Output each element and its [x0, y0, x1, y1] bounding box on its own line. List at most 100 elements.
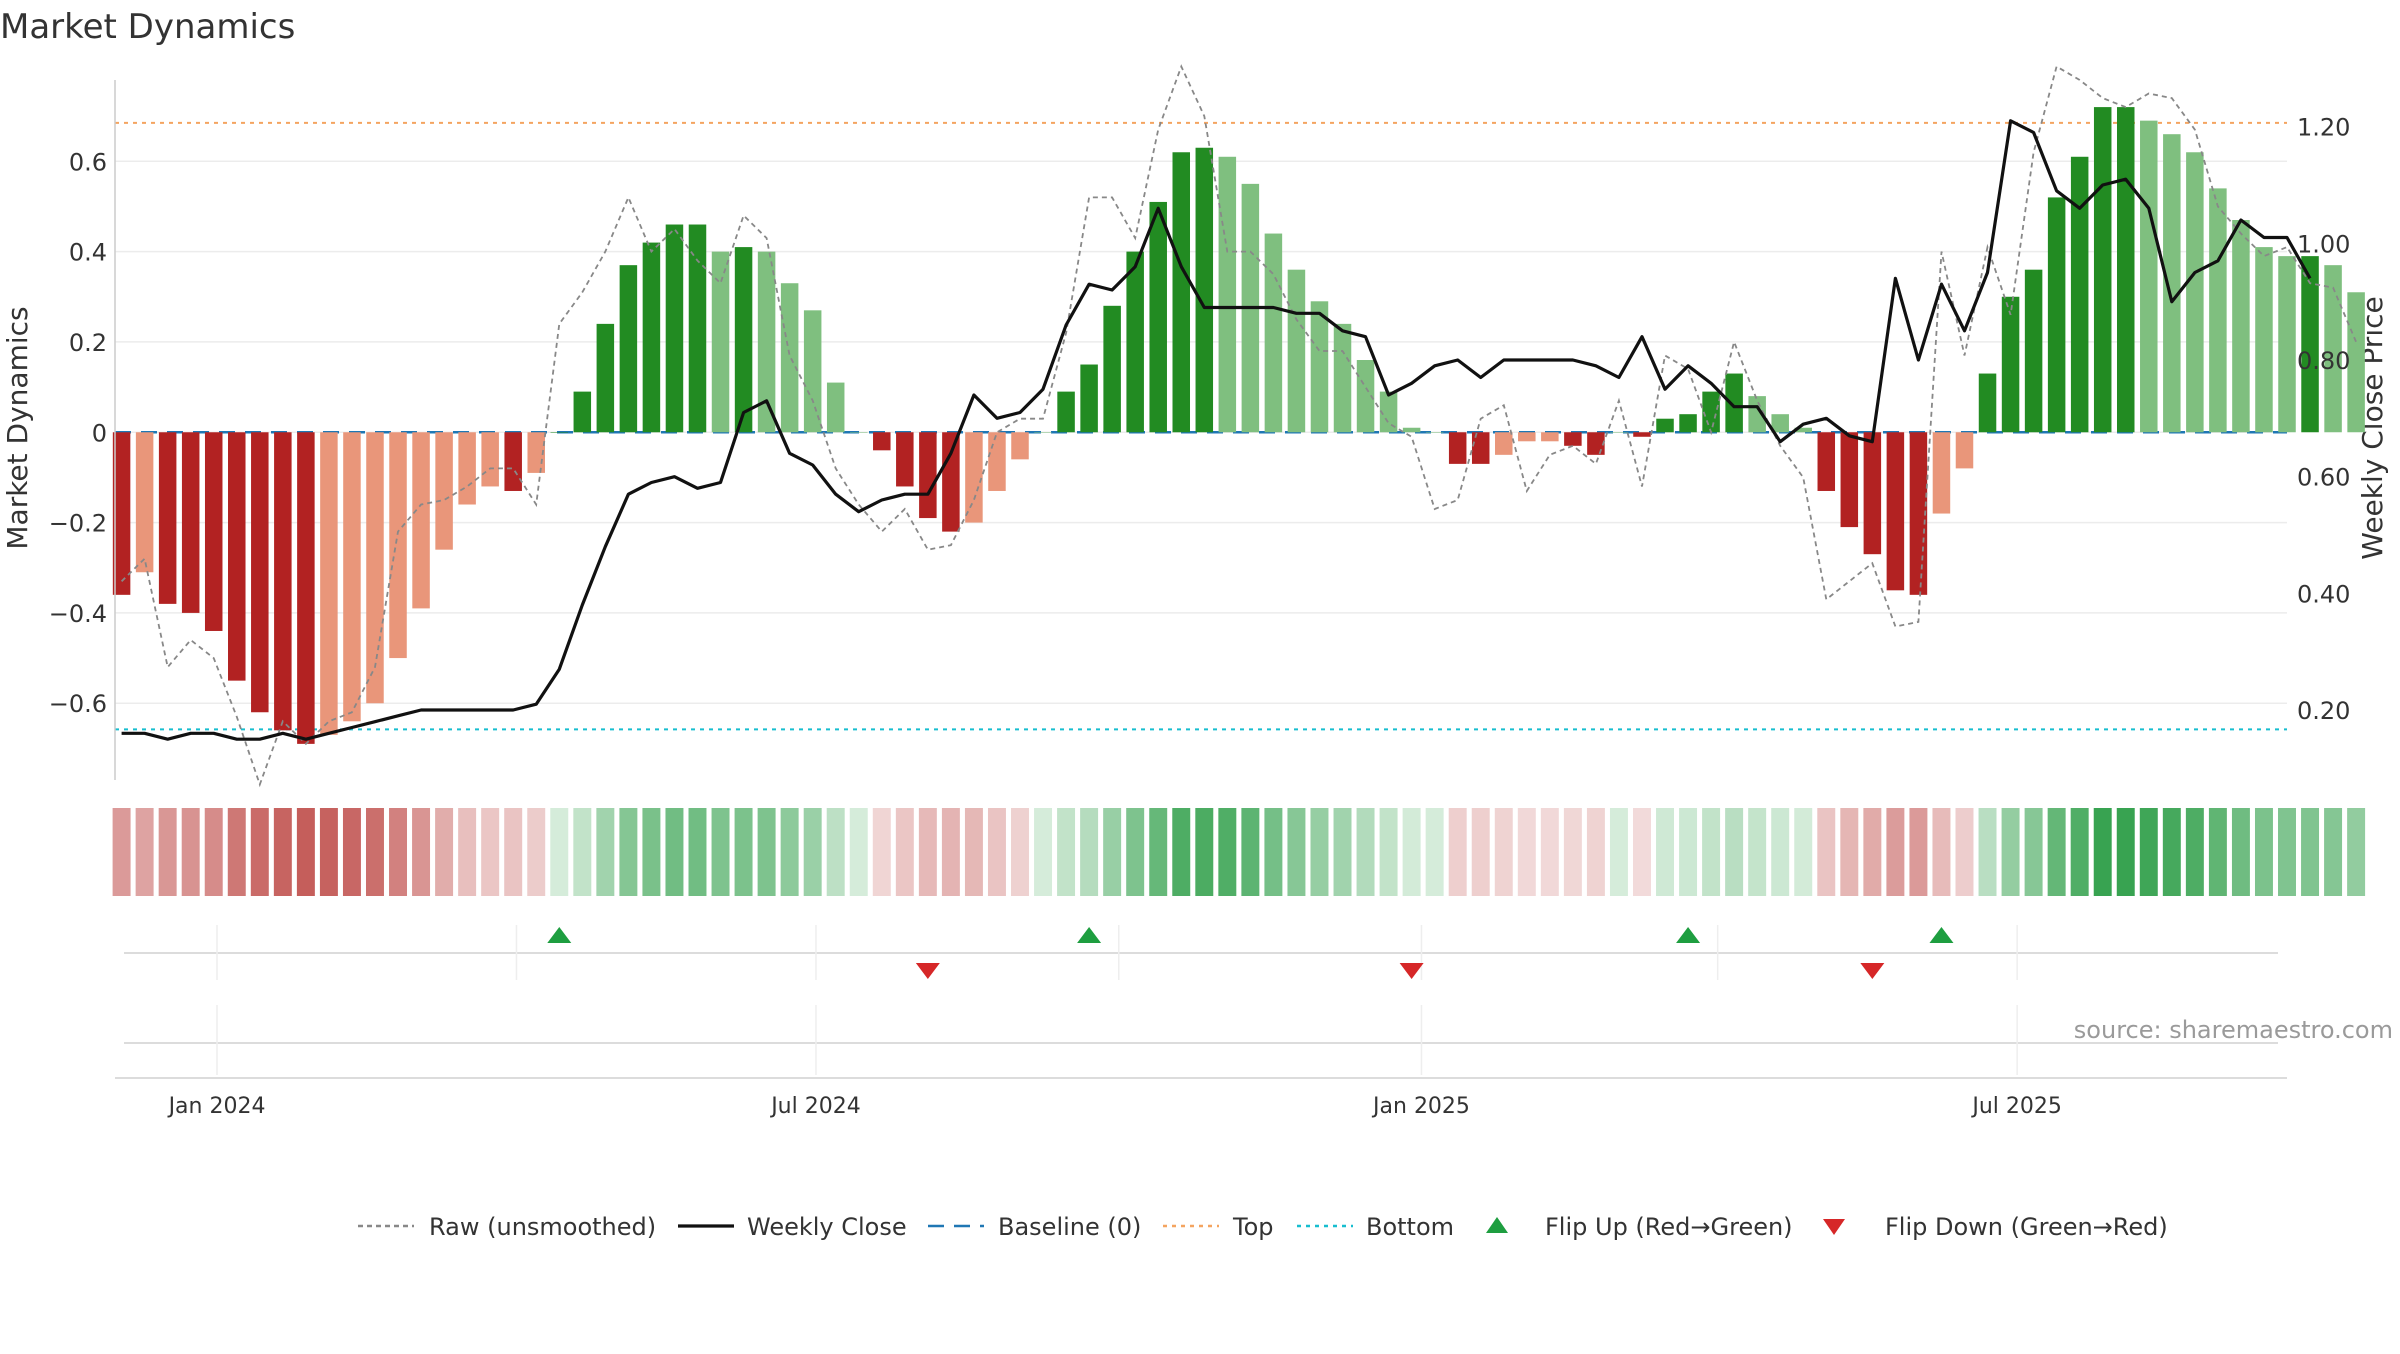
strength-strip-cell	[987, 808, 1006, 896]
strength-strip-cell	[2301, 808, 2320, 896]
strength-strip-cell	[1218, 808, 1237, 896]
strength-strip-cell	[227, 808, 246, 896]
bar	[1817, 432, 1836, 491]
flip-down-marker	[1399, 963, 1424, 979]
bar	[1057, 391, 1075, 433]
bar	[688, 224, 707, 433]
strength-strip-cell	[365, 808, 384, 896]
bar	[1080, 364, 1098, 433]
strength-strip-cell	[1402, 808, 1421, 896]
bar	[2093, 107, 2112, 433]
bar	[988, 432, 1006, 491]
source-label: source: sharemaestro.com	[2074, 1016, 2393, 1044]
strength-strip-cell	[273, 808, 292, 896]
flip-up-marker	[1929, 927, 1954, 943]
strength-strip-cell	[1679, 808, 1698, 896]
bar	[1356, 360, 1375, 433]
bar	[1886, 432, 1905, 591]
strength-strip-cell	[2324, 808, 2343, 896]
legend-label: Weekly Close	[747, 1213, 907, 1241]
strength-strip-cell	[2162, 808, 2181, 896]
strength-strip	[112, 808, 2366, 896]
bar	[1587, 432, 1605, 455]
strength-strip-cell	[1702, 808, 1721, 896]
bar	[504, 432, 522, 491]
legend-label: Flip Down (Green→Red)	[1885, 1213, 2168, 1241]
bar	[942, 432, 960, 532]
strength-strip-cell	[112, 808, 131, 896]
bar	[573, 391, 592, 433]
y-tick-label: −0.6	[49, 690, 107, 718]
bar	[1172, 152, 1191, 433]
bar	[873, 432, 891, 451]
strength-strip-cell	[2278, 808, 2296, 896]
bar	[1195, 147, 1214, 433]
bar	[550, 432, 569, 433]
bar	[1333, 323, 1352, 433]
strength-strip-cell	[895, 808, 914, 896]
y-tick-label: 0.6	[69, 148, 107, 176]
bar	[849, 432, 868, 433]
bar	[251, 432, 269, 713]
strength-strip-cell	[1886, 808, 1905, 896]
axes: −0.6 −0.4 −0.2 0 0.2 0.4 0.6 0.20 0.40 0.60 0.80 1.…	[49, 80, 2350, 1119]
strength-strip-cell	[849, 808, 868, 896]
bar	[527, 432, 545, 473]
bar	[2232, 220, 2250, 433]
legend-label: Flip Up (Red→Green)	[1545, 1213, 1793, 1241]
strength-strip-cell	[1356, 808, 1375, 896]
bar	[665, 224, 684, 433]
bar	[711, 251, 730, 433]
strength-strip-cell	[2208, 808, 2227, 896]
y-tick-label: −0.4	[49, 600, 107, 628]
strength-strip-cell	[2024, 808, 2043, 896]
bar	[1702, 391, 1720, 433]
bar	[274, 432, 292, 731]
strength-strip-cell	[1126, 808, 1145, 896]
legend-label: Baseline (0)	[998, 1213, 1141, 1241]
strength-strip-cell	[642, 808, 661, 896]
strength-strip-cell	[573, 808, 592, 896]
strength-strip-cell	[2347, 808, 2366, 896]
strength-strip-cell	[1011, 808, 1029, 896]
strength-strip-cell	[1794, 808, 1813, 896]
bar	[458, 432, 476, 505]
x-tick-label: Jan 2025	[1371, 1094, 1470, 1119]
bar	[2209, 188, 2227, 433]
strength-strip-cell	[2231, 808, 2250, 896]
y-right-tick-label: 1.00	[2297, 230, 2350, 258]
strength-strip-cell	[826, 808, 845, 896]
bar	[1840, 432, 1859, 528]
strength-strip-cell	[1955, 808, 1974, 896]
strength-strip-cell	[1517, 808, 1536, 896]
strength-strip-cell	[1425, 808, 1444, 896]
strength-strip-cell	[1034, 808, 1053, 896]
bar	[1978, 373, 1997, 433]
legend-label: Bottom	[1366, 1213, 1454, 1241]
bar	[2186, 152, 2204, 433]
legend-swatch	[1823, 1219, 1845, 1235]
bar	[2024, 269, 2043, 433]
bar	[481, 432, 499, 487]
strength-strip-cell	[2070, 808, 2089, 896]
bar	[803, 310, 822, 433]
bar	[2140, 120, 2158, 433]
bar	[2324, 265, 2342, 433]
bar	[1034, 432, 1052, 433]
bar	[366, 432, 384, 704]
line-series	[120, 64, 2357, 788]
flip-markers	[124, 925, 2278, 980]
bar	[2070, 156, 2089, 433]
y-right-tick-label: 0.20	[2297, 697, 2350, 725]
strength-strip-cell	[435, 808, 454, 896]
bar	[1310, 301, 1329, 433]
strength-strip-cell	[1609, 808, 1628, 896]
bar	[619, 265, 638, 433]
flip-up-marker	[1077, 927, 1102, 943]
strength-strip-cell	[964, 808, 983, 896]
strength-strip-cell	[1057, 808, 1076, 896]
bar	[1794, 427, 1812, 433]
x-tick-label: Jan 2024	[167, 1094, 266, 1119]
strength-strip-cell	[1586, 808, 1605, 896]
